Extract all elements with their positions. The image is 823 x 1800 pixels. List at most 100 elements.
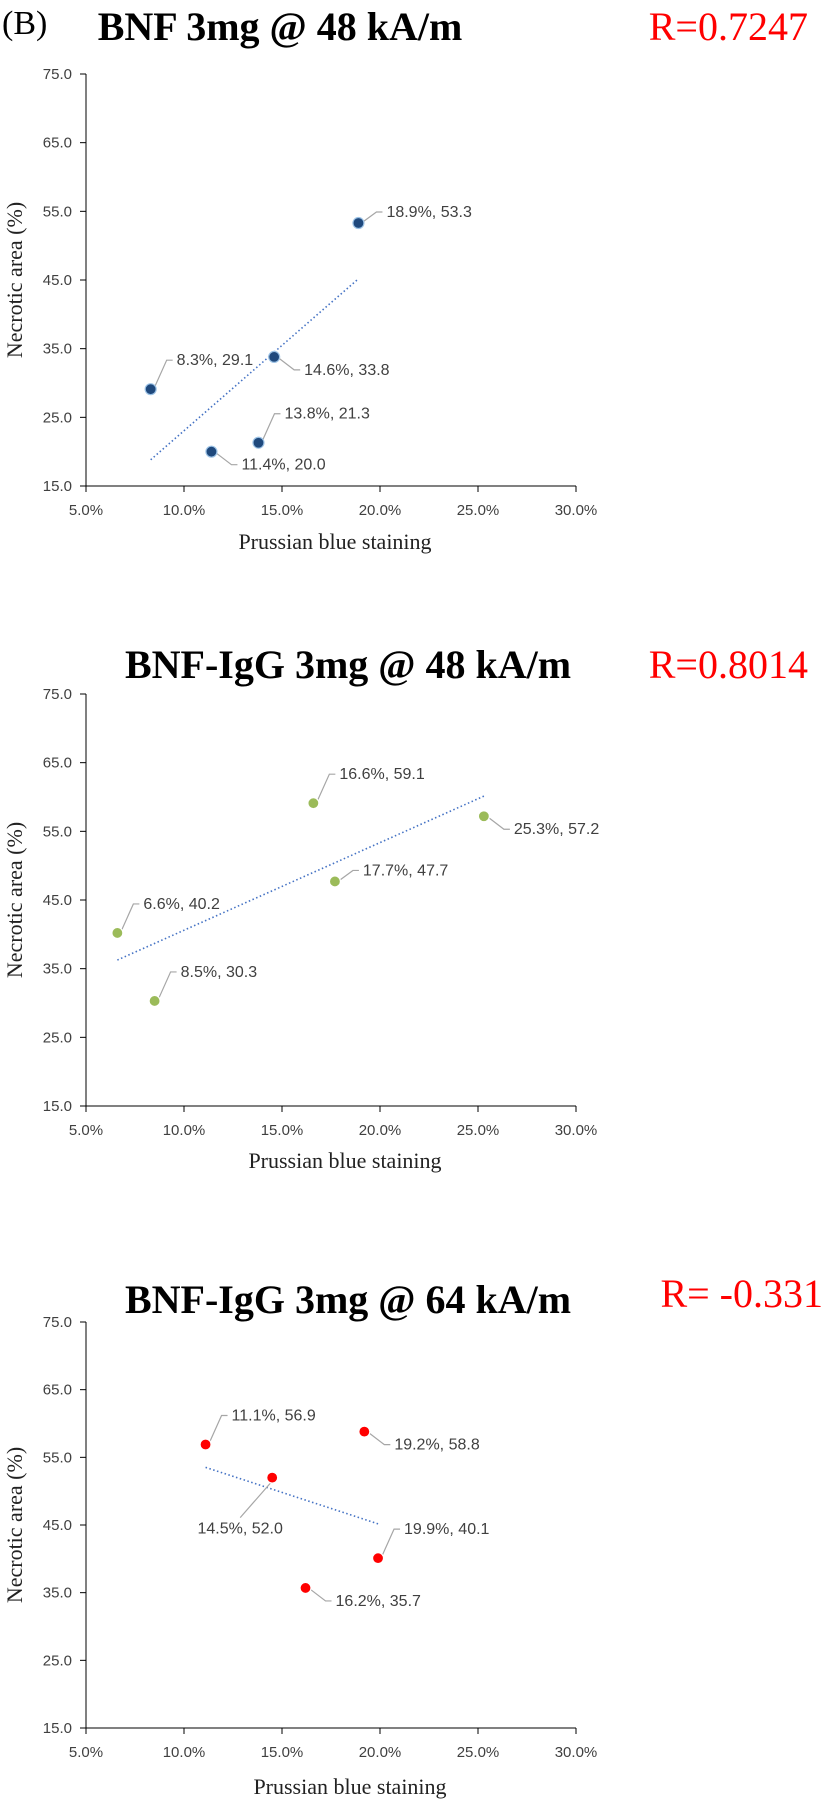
x-tick-label: 30.0% — [555, 1122, 598, 1139]
r-value-3: R= -0.331 — [660, 1271, 823, 1316]
y-tick-label: 35.0 — [43, 341, 72, 358]
x-tick-label: 20.0% — [359, 1122, 402, 1139]
y-axis-title-1: Necrotic area (%) — [2, 202, 27, 358]
leader-line — [361, 211, 383, 224]
data-label: 16.2%, 35.7 — [336, 1593, 422, 1610]
x-tick-label: 15.0% — [261, 1122, 304, 1139]
data-point — [266, 1471, 279, 1484]
y-tick-label: 15.0 — [43, 1098, 72, 1115]
y-tick-label: 65.0 — [43, 1382, 72, 1399]
chart-panel-1: BNF 3mg @ 48 kA/m R=0.7247 75.0 65.0 55.0 4… — [2, 4, 808, 554]
data-point — [205, 445, 218, 458]
data-label: 8.5%, 30.3 — [181, 964, 258, 981]
x-axis-title-3: Prussian blue staining — [253, 1774, 446, 1799]
data-label: 13.8%, 21.3 — [284, 406, 370, 423]
leader-line — [119, 903, 140, 934]
data-label: 8.3%, 29.1 — [177, 352, 254, 369]
leader-line — [380, 1528, 401, 1559]
data-point — [352, 216, 365, 230]
data-point — [144, 383, 157, 396]
y-tick-label: 75.0 — [43, 686, 72, 703]
data-point — [299, 1581, 312, 1595]
y-tick-label: 55.0 — [43, 203, 72, 220]
leader-line — [486, 815, 510, 830]
leader-line — [308, 1587, 332, 1602]
data-label: 17.7%, 47.7 — [363, 862, 449, 879]
x-tick-label: 15.0% — [261, 502, 304, 519]
chart-title-1: BNF 3mg @ 48 kA/m — [98, 4, 463, 49]
y-tick-label: 75.0 — [43, 66, 72, 83]
panel-label: (B) — [2, 5, 47, 42]
data-label: 19.9%, 40.1 — [404, 1521, 490, 1538]
leader-line — [260, 413, 281, 443]
x-axis-title-1: Prussian blue staining — [238, 529, 431, 554]
plot-area-3: 75.0 65.0 55.0 45.0 35.0 25.0 15.0 5.0% 10.0% 15.… — [43, 1314, 597, 1761]
chart-panel-3: BNF-IgG 3mg @ 64 kA/m R= -0.331 75.0 65.0… — [2, 1271, 823, 1799]
y-tick-label: 55.0 — [43, 823, 72, 840]
data-point — [111, 926, 124, 940]
y-axis-title-3: Necrotic area (%) — [2, 1447, 27, 1603]
data-label: 18.9%, 53.3 — [386, 204, 472, 221]
y-tick-label: 35.0 — [43, 961, 72, 978]
y-tick-label: 55.0 — [43, 1449, 72, 1466]
data-point — [252, 436, 265, 449]
y-tick-label: 45.0 — [43, 1517, 72, 1534]
data-point — [477, 810, 490, 823]
x-tick-label: 10.0% — [163, 1122, 206, 1139]
data-label: 11.1%, 56.9 — [232, 1407, 316, 1424]
leader-line — [153, 359, 173, 390]
y-tick-label: 25.0 — [43, 1652, 72, 1669]
chart-title-3: BNF-IgG 3mg @ 64 kA/m — [125, 1277, 571, 1322]
leader-line — [157, 971, 177, 1002]
plot-area-1: 75.0 65.0 55.0 45.0 35.0 25.0 15.0 5.0% 10.0% 15.… — [43, 66, 597, 519]
x-tick-label: 25.0% — [457, 1744, 500, 1761]
data-label: 19.2%, 58.8 — [394, 1437, 480, 1454]
chart-title-2: BNF-IgG 3mg @ 48 kA/m — [125, 642, 571, 687]
x-tick-label: 25.0% — [457, 502, 500, 519]
data-label: 11.4%, 20.0 — [241, 457, 325, 474]
x-tick-label: 20.0% — [359, 1744, 402, 1761]
x-tick-label: 20.0% — [359, 502, 402, 519]
x-axis-title-2: Prussian blue staining — [248, 1148, 441, 1173]
y-tick-label: 65.0 — [43, 755, 72, 772]
data-point — [371, 1552, 385, 1565]
y-tick-label: 15.0 — [43, 1720, 72, 1737]
data-point — [148, 994, 161, 1008]
data-point — [268, 350, 281, 364]
data-label: 14.6%, 33.8 — [304, 362, 390, 379]
trendline — [205, 1466, 379, 1525]
y-tick-label: 45.0 — [43, 272, 72, 289]
leader-line — [214, 451, 238, 466]
leader-line — [276, 356, 301, 371]
x-tick-label: 5.0% — [69, 1744, 103, 1761]
y-tick-label: 25.0 — [43, 409, 72, 426]
leader-line — [208, 1414, 228, 1445]
leader-line — [239, 1477, 276, 1519]
data-point — [328, 875, 342, 888]
y-tick-label: 35.0 — [43, 1585, 72, 1602]
r-value-1: R=0.7247 — [649, 4, 808, 49]
leader-line — [337, 869, 359, 882]
x-tick-label: 5.0% — [69, 1122, 103, 1139]
r-value-2: R=0.8014 — [649, 642, 808, 687]
data-label: 14.5%, 52.0 — [197, 1521, 283, 1538]
leader-line — [366, 1431, 391, 1446]
x-tick-label: 15.0% — [261, 1744, 304, 1761]
trendline — [117, 795, 485, 961]
chart-panel-2: BNF-IgG 3mg @ 48 kA/m R=0.8014 75.0 65.0 5… — [2, 642, 808, 1173]
x-tick-label: 10.0% — [163, 502, 206, 519]
y-tick-label: 15.0 — [43, 478, 72, 495]
y-tick-label: 75.0 — [43, 1314, 72, 1331]
x-tick-label: 30.0% — [555, 502, 598, 519]
x-tick-label: 10.0% — [163, 1744, 206, 1761]
data-label: 6.6%, 40.2 — [143, 896, 220, 913]
data-point — [199, 1438, 212, 1451]
x-tick-label: 30.0% — [555, 1744, 598, 1761]
data-label: 16.6%, 59.1 — [339, 766, 425, 783]
data-point — [307, 797, 320, 810]
y-axis-title-2: Necrotic area (%) — [2, 822, 27, 978]
data-point — [358, 1425, 371, 1438]
data-label: 25.3%, 57.2 — [514, 821, 600, 838]
leader-line — [315, 773, 336, 804]
